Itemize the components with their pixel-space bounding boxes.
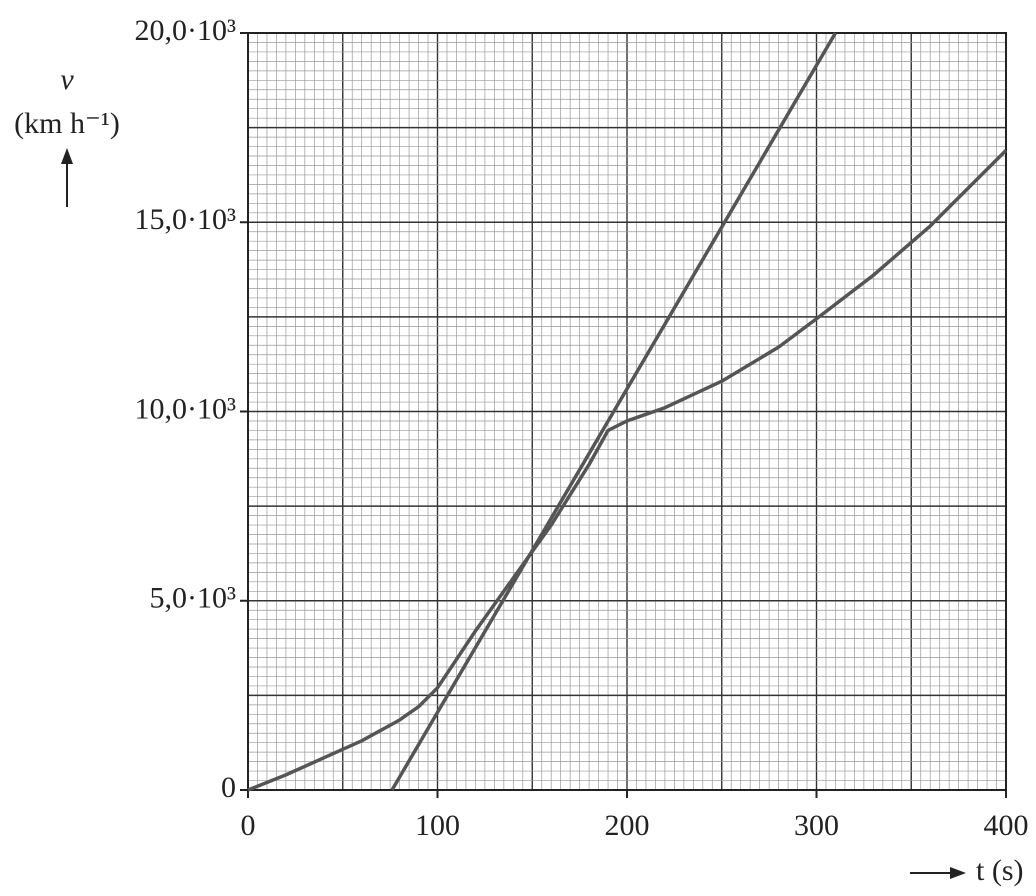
x-tick-label: 100 (415, 809, 460, 842)
x-tick-label: 200 (605, 809, 650, 842)
x-tick-label: 300 (794, 809, 839, 842)
x-axis-label: t (s) (976, 854, 1024, 887)
grid (240, 32, 1007, 798)
y-tick-label: 0 (221, 771, 236, 804)
y-axis-symbol: v (60, 63, 74, 96)
x-tick-label: 400 (984, 809, 1029, 842)
data-line (247, 149, 1008, 792)
x-tick-label: 0 (241, 809, 256, 842)
y-arrow-head (61, 148, 73, 164)
data-line (390, 32, 837, 791)
y-tick-label: 5,0·10³ (150, 582, 236, 615)
y-tick-label: 10,0·10³ (135, 392, 236, 425)
y-axis-unit: (km h⁻¹) (14, 107, 120, 140)
plot (247, 32, 1008, 792)
y-tick-label: 20,0·10³ (135, 14, 236, 47)
y-tick-label: 15,0·10³ (135, 203, 236, 236)
x-arrow-head (950, 867, 966, 879)
